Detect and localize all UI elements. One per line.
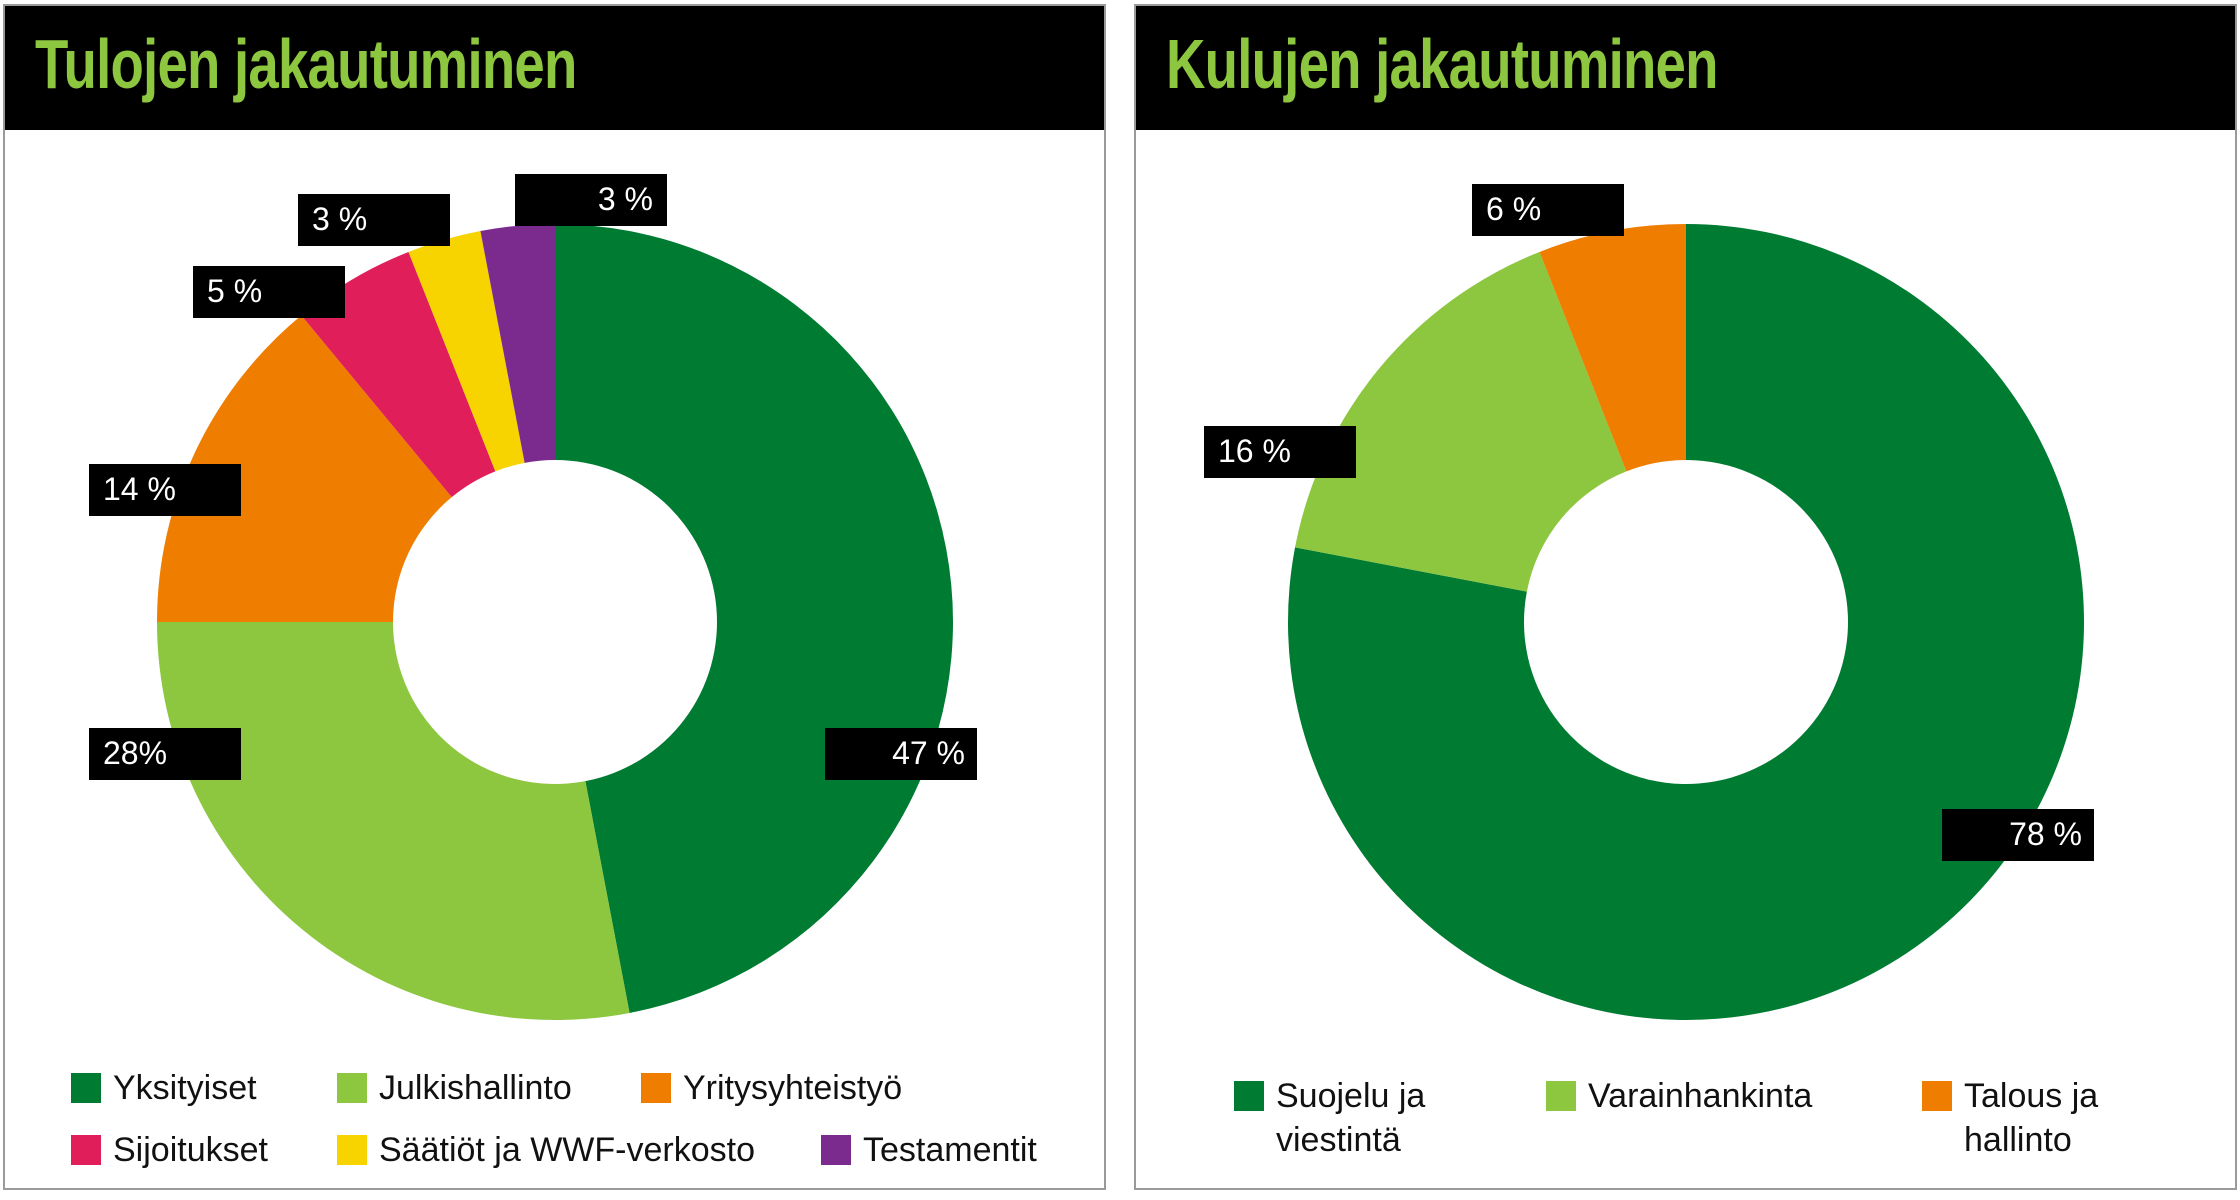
- data-label-text: 28%: [103, 735, 167, 771]
- data-label-box: [825, 728, 977, 780]
- legend-swatch: [821, 1135, 851, 1165]
- slice-sijoitukset: [301, 251, 496, 498]
- slice-varainhankinta: [1295, 251, 1627, 592]
- data-label-box: [193, 266, 345, 318]
- data-label: 6 %: [1472, 184, 1624, 236]
- legend-swatch: [337, 1073, 367, 1103]
- legend-label: Julkishallinto: [379, 1069, 572, 1107]
- slice-yksityiset: [555, 224, 954, 1013]
- data-label-box: [515, 174, 667, 226]
- data-label-text: 16 %: [1218, 433, 1291, 469]
- slice-suojelu-ja-viestint-: [1288, 224, 2084, 1020]
- data-label: 47 %: [825, 728, 977, 780]
- legend-label: Varainhankinta: [1588, 1077, 1813, 1115]
- legend-label: Testamentit: [863, 1131, 1037, 1169]
- income-chart-panel: Tulojen jakautuminen 47 % 28% 14 % 5 % 3 % 3 …: [3, 4, 1106, 1190]
- legend-swatch: [1234, 1081, 1264, 1111]
- data-label: 78 %: [1942, 809, 2094, 861]
- expense-chart-title: Kulujen jakautuminen: [1166, 25, 1718, 103]
- data-label-box: [89, 728, 241, 780]
- legend-swatch: [1922, 1081, 1952, 1111]
- legend-item: Suojelu ja viestintä: [1234, 1074, 1464, 1162]
- legend-item: Yritysyhteistyö: [641, 1066, 902, 1110]
- legend-label: Talous ja hallinto: [1964, 1077, 2099, 1159]
- legend-item: Talous ja hallinto: [1922, 1074, 2152, 1162]
- legend-swatch: [337, 1135, 367, 1165]
- data-label-box: [1204, 426, 1356, 478]
- legend-label: Suojelu ja viestintä: [1276, 1077, 1426, 1159]
- legend-swatch: [1546, 1081, 1576, 1111]
- expense-chart-panel: Kulujen jakautuminen 78 % 16 % 6 % Suojelu…: [1134, 4, 2237, 1190]
- slice-s-ti-t-ja-wwf-verkosto: [408, 231, 525, 472]
- data-label-text: 3 %: [598, 181, 653, 217]
- slice-julkishallinto: [157, 622, 630, 1020]
- legend-item: Yksityiset: [71, 1066, 257, 1110]
- legend-item: Sijoitukset: [71, 1128, 268, 1172]
- legend-item: Testamentit: [821, 1128, 1037, 1172]
- data-label: 3 %: [515, 174, 667, 226]
- legend-swatch: [71, 1135, 101, 1165]
- legend-item: Julkishallinto: [337, 1066, 572, 1110]
- expense-donut-chart: 78 % 16 % 6 %: [1204, 184, 2094, 1020]
- data-label: 3 %: [298, 194, 450, 246]
- income-donut-chart: 47 % 28% 14 % 5 % 3 % 3 %: [89, 174, 977, 1020]
- legend-label: Yritysyhteistyö: [683, 1069, 903, 1107]
- data-label-text: 3 %: [312, 201, 367, 237]
- data-label-text: 78 %: [2009, 816, 2082, 852]
- data-label-box: [1942, 809, 2094, 861]
- legend-item: Varainhankinta: [1546, 1074, 1836, 1118]
- data-label: 5 %: [193, 266, 345, 318]
- legend-swatch: [641, 1073, 671, 1103]
- slice-talous-ja-hallinto: [1539, 224, 1686, 472]
- legend-label: Sijoitukset: [113, 1131, 268, 1169]
- income-chart-title: Tulojen jakautuminen: [35, 25, 577, 103]
- data-label: 28%: [89, 728, 241, 780]
- legend-label: Säätiöt ja WWF-verkosto: [379, 1131, 755, 1169]
- income-chart-header: Tulojen jakautuminen: [5, 6, 1104, 130]
- data-label-text: 47 %: [892, 735, 965, 771]
- data-label-box: [89, 464, 241, 516]
- data-label: 14 %: [89, 464, 241, 516]
- data-label-text: 5 %: [207, 273, 262, 309]
- slice-yritysyhteisty-: [157, 315, 452, 622]
- slice-testamentit: [480, 224, 555, 463]
- data-label-box: [1472, 184, 1624, 236]
- data-label-box: [298, 194, 450, 246]
- expense-chart-header: Kulujen jakautuminen: [1136, 6, 2235, 130]
- data-label-text: 6 %: [1486, 191, 1541, 227]
- legend-swatch: [71, 1073, 101, 1103]
- legend-label: Yksityiset: [113, 1069, 257, 1107]
- data-label-text: 14 %: [103, 471, 176, 507]
- data-label: 16 %: [1204, 426, 1356, 478]
- legend-item: Säätiöt ja WWF-verkosto: [337, 1128, 755, 1172]
